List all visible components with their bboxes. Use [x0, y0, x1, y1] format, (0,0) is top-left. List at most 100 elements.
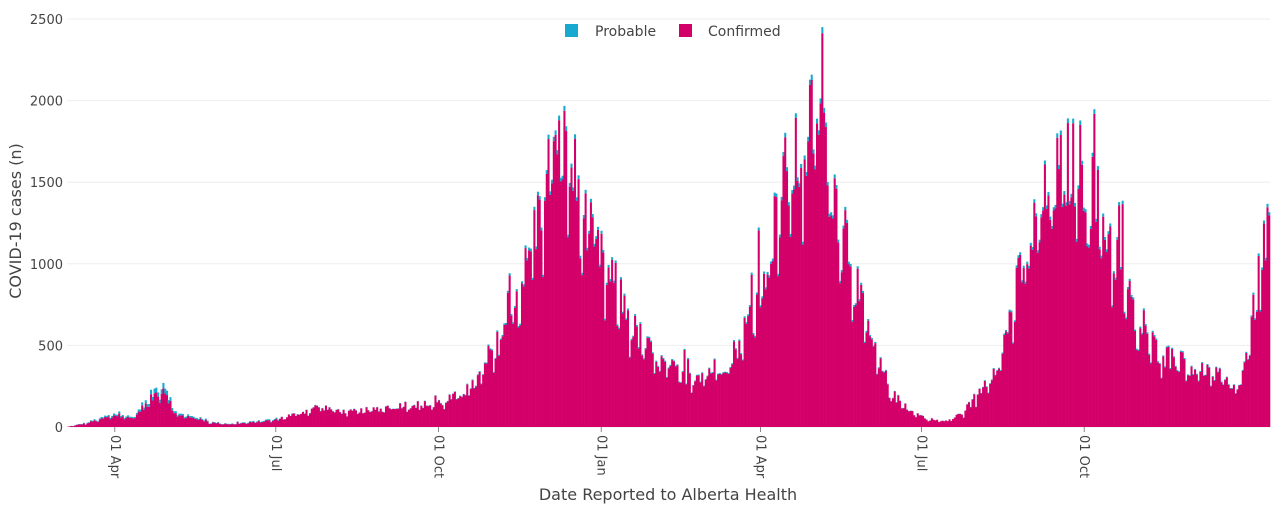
bar-confirmed[interactable] — [407, 409, 411, 427]
bar-confirmed[interactable] — [432, 407, 435, 427]
bar-probable[interactable] — [480, 383, 483, 385]
bar-confirmed[interactable] — [695, 375, 698, 427]
bar-confirmed[interactable] — [559, 181, 562, 427]
bar-confirmed[interactable] — [485, 363, 488, 427]
bar-confirmed[interactable] — [1008, 311, 1011, 427]
bar-probable[interactable] — [747, 314, 750, 317]
bar-probable[interactable] — [540, 227, 543, 231]
bar-confirmed[interactable] — [692, 385, 695, 427]
bar-confirmed[interactable] — [280, 416, 283, 427]
bar-confirmed[interactable] — [1084, 212, 1087, 427]
bar-probable[interactable] — [524, 245, 527, 249]
bar-probable[interactable] — [180, 413, 183, 416]
bar-confirmed[interactable] — [190, 417, 193, 427]
bar-confirmed[interactable] — [321, 408, 324, 427]
bar-confirmed[interactable] — [116, 416, 119, 427]
bar-probable[interactable] — [987, 392, 990, 394]
bar-confirmed[interactable] — [317, 407, 320, 427]
bar-confirmed[interactable] — [342, 409, 345, 427]
bar-confirmed[interactable] — [104, 416, 107, 427]
bar-probable[interactable] — [782, 151, 785, 157]
bar-confirmed[interactable] — [490, 350, 494, 427]
bar-probable[interactable] — [1238, 384, 1241, 386]
bar-probable[interactable] — [1208, 366, 1211, 368]
bar-probable[interactable] — [821, 27, 824, 34]
bar-probable[interactable] — [503, 323, 506, 325]
bar-confirmed[interactable] — [664, 361, 667, 427]
legend-label-confirmed[interactable]: Confirmed — [708, 24, 781, 40]
bar-probable[interactable] — [596, 226, 600, 230]
bar-confirmed[interactable] — [370, 411, 373, 427]
legend-label-probable[interactable]: Probable — [595, 24, 656, 40]
bar-probable[interactable] — [1118, 202, 1121, 206]
bar-confirmed[interactable] — [1065, 205, 1068, 427]
bar-probable[interactable] — [247, 422, 250, 424]
bar-confirmed[interactable] — [222, 424, 225, 427]
bar-confirmed[interactable] — [390, 409, 393, 427]
bar-probable[interactable] — [88, 422, 91, 423]
bar-probable[interactable] — [669, 364, 672, 366]
bar-confirmed[interactable] — [775, 197, 778, 427]
bar-probable[interactable] — [118, 411, 121, 414]
bar-probable[interactable] — [867, 318, 870, 321]
bar-confirmed[interactable] — [883, 372, 886, 427]
bar-probable[interactable] — [100, 416, 103, 419]
bar-probable[interactable] — [1065, 202, 1068, 206]
bar-confirmed[interactable] — [211, 422, 214, 427]
bar-probable[interactable] — [706, 375, 709, 377]
bar-confirmed[interactable] — [1172, 357, 1175, 427]
bar-probable[interactable] — [1019, 252, 1022, 255]
bar-confirmed[interactable] — [641, 355, 644, 427]
bar-confirmed[interactable] — [263, 421, 266, 427]
bar-confirmed[interactable] — [142, 409, 146, 427]
bar-confirmed[interactable] — [552, 141, 555, 427]
bar-confirmed[interactable] — [826, 185, 829, 427]
bar-probable[interactable] — [261, 421, 264, 423]
bar-probable[interactable] — [1247, 359, 1250, 361]
bar-confirmed[interactable] — [1029, 245, 1032, 427]
bar-confirmed[interactable] — [1268, 215, 1271, 427]
bar-probable[interactable] — [1158, 362, 1161, 364]
bar-confirmed[interactable] — [183, 418, 186, 427]
bar-confirmed[interactable] — [763, 273, 766, 427]
bar-confirmed[interactable] — [967, 402, 970, 427]
bar-probable[interactable] — [151, 396, 154, 401]
bar-probable[interactable] — [1243, 361, 1246, 363]
bar-confirmed[interactable] — [1259, 311, 1262, 427]
bar-probable[interactable] — [1162, 355, 1165, 357]
bar-confirmed[interactable] — [1042, 210, 1045, 427]
bar-confirmed[interactable] — [738, 340, 741, 427]
bar-confirmed[interactable] — [784, 137, 787, 427]
bar-confirmed[interactable] — [824, 127, 827, 428]
bar-confirmed[interactable] — [856, 268, 859, 427]
bar-probable[interactable] — [203, 420, 206, 422]
bar-probable[interactable] — [874, 341, 877, 344]
bar-probable[interactable] — [1206, 364, 1209, 365]
bar-probable[interactable] — [563, 105, 566, 111]
bar-confirmed[interactable] — [996, 370, 999, 427]
bar-confirmed[interactable] — [838, 283, 842, 427]
bar-probable[interactable] — [469, 388, 472, 389]
bar-probable[interactable] — [1183, 358, 1186, 360]
bar-confirmed[interactable] — [445, 402, 448, 427]
bar-confirmed[interactable] — [533, 210, 536, 427]
bar-confirmed[interactable] — [164, 393, 167, 427]
bar-confirmed[interactable] — [1174, 366, 1177, 427]
bar-confirmed[interactable] — [264, 420, 267, 427]
bar-confirmed[interactable] — [379, 408, 382, 427]
bar-confirmed[interactable] — [109, 419, 112, 427]
bar-probable[interactable] — [690, 392, 693, 393]
bar-confirmed[interactable] — [483, 363, 486, 427]
bar-probable[interactable] — [1042, 207, 1045, 211]
bar-confirmed[interactable] — [208, 423, 211, 427]
bar-confirmed[interactable] — [97, 421, 100, 427]
bar-confirmed[interactable] — [831, 218, 834, 427]
bar-probable[interactable] — [725, 372, 728, 373]
bar-probable[interactable] — [789, 233, 792, 237]
bar-probable[interactable] — [494, 357, 497, 359]
bar-probable[interactable] — [1250, 315, 1253, 318]
bar-probable[interactable] — [854, 303, 857, 306]
bar-probable[interactable] — [778, 234, 781, 238]
bar-probable[interactable] — [1050, 225, 1054, 229]
bar-probable[interactable] — [167, 400, 170, 404]
